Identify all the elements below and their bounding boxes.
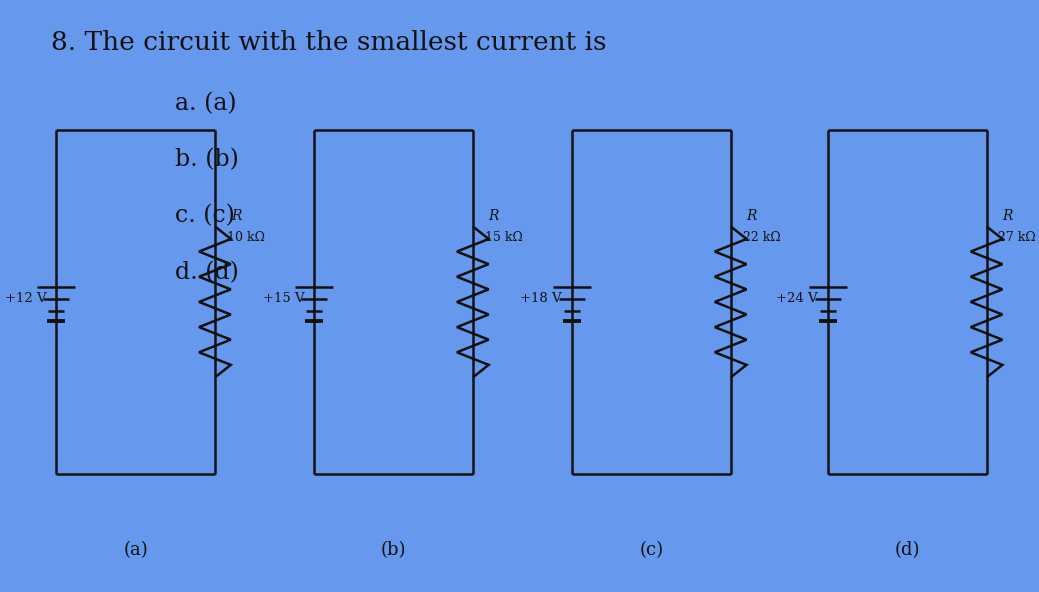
Text: (a): (a): [124, 542, 148, 559]
Text: (d): (d): [895, 542, 920, 559]
Text: R: R: [231, 210, 241, 223]
Text: 22 kΩ: 22 kΩ: [743, 231, 780, 244]
Text: (c): (c): [639, 542, 663, 559]
Text: 27 kΩ: 27 kΩ: [998, 231, 1036, 244]
Text: R: R: [488, 210, 499, 223]
Text: 15 kΩ: 15 kΩ: [484, 231, 523, 244]
Text: b. (b): b. (b): [176, 149, 239, 171]
Text: c. (c): c. (c): [176, 205, 235, 227]
Text: +12 V: +12 V: [4, 292, 47, 305]
Text: (b): (b): [380, 542, 406, 559]
Text: d. (d): d. (d): [176, 261, 239, 284]
Text: +18 V: +18 V: [521, 292, 562, 305]
Text: 10 kΩ: 10 kΩ: [227, 231, 265, 244]
Text: +15 V: +15 V: [263, 292, 304, 305]
Text: a. (a): a. (a): [176, 92, 237, 115]
Text: 8. The circuit with the smallest current is: 8. The circuit with the smallest current…: [51, 30, 607, 54]
Text: R: R: [747, 210, 757, 223]
Text: +24 V: +24 V: [776, 292, 818, 305]
Text: R: R: [1003, 210, 1013, 223]
